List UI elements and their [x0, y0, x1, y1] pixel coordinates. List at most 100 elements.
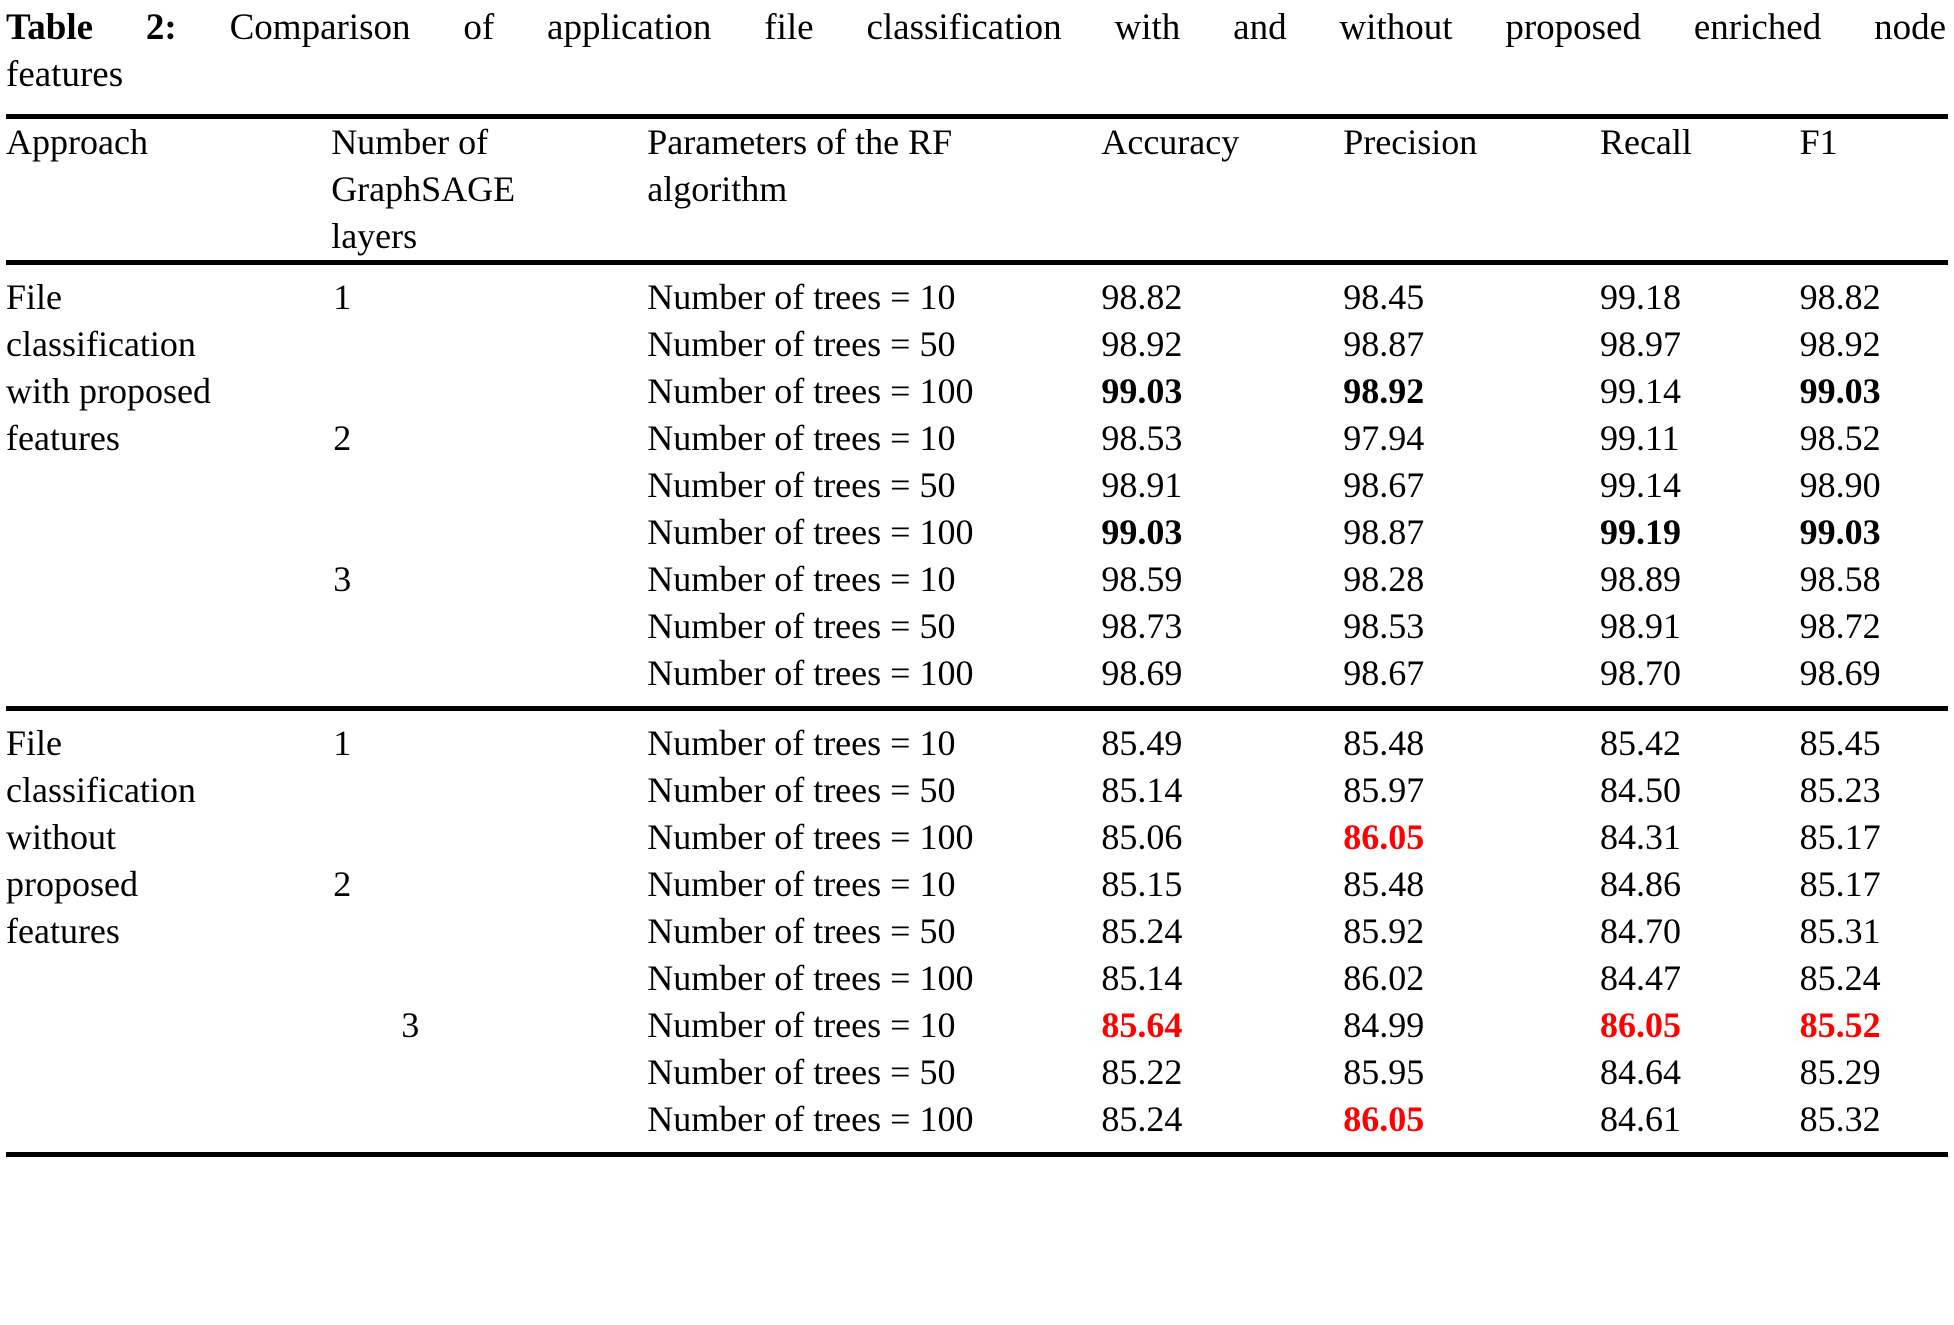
cell-accuracy: 99.03: [1101, 368, 1343, 415]
value-f1: 98.58: [1799, 559, 1881, 599]
cell-f1: 98.72: [1800, 603, 1948, 650]
value-recall: 99.14: [1599, 371, 1681, 411]
value-recall: 84.70: [1599, 911, 1681, 951]
cell-accuracy: 85.22: [1101, 1049, 1343, 1096]
value-f1: 85.24: [1799, 958, 1881, 998]
cell-graphsage-layers: [331, 814, 647, 861]
value-f1: 98.90: [1799, 465, 1881, 505]
value-f1: 85.29: [1799, 1052, 1881, 1092]
cell-accuracy: 98.53: [1101, 415, 1343, 462]
header-approach-label: Approach: [6, 122, 148, 162]
results-table-section-2: File 1 Number of trees = 10 85.49 85.48 85.42…: [6, 711, 1948, 1152]
cell-f1: 85.29: [1800, 1049, 1948, 1096]
table-row: Number of trees = 100 85.14 86.02 84.47 85.2…: [6, 955, 1948, 1002]
cell-recall: 98.91: [1600, 603, 1800, 650]
section-separator-rule: [6, 706, 1948, 711]
cell-f1: 85.45: [1800, 711, 1948, 767]
cell-accuracy: 85.24: [1101, 1096, 1343, 1152]
cell-precision: 98.67: [1343, 650, 1600, 706]
cell-graphsage-layers: [331, 603, 647, 650]
header-params-line-1: Parameters of the RF: [647, 122, 953, 162]
cell-rf-parameters: Number of trees = 10: [647, 277, 956, 317]
cell-rf-parameters: Number of trees = 50: [647, 770, 956, 810]
header-row: Approach Number of GraphSAGE layers Para…: [6, 119, 1948, 260]
cell-rf-parameters: Number of trees = 50: [647, 465, 956, 505]
value-f1: 98.92: [1799, 324, 1881, 364]
cell-recall: 99.14: [1600, 368, 1800, 415]
value-recall: 85.42: [1599, 723, 1681, 763]
value-precision: 84.99: [1343, 1005, 1425, 1045]
caption-line-1: Table 2: Comparison of application file …: [6, 4, 1946, 51]
header-layers-line-3: layers: [331, 216, 418, 256]
value-accuracy: 85.24: [1101, 1099, 1183, 1139]
table-row: classification Number of trees = 50 98.92 9…: [6, 321, 1948, 368]
value-accuracy: 85.14: [1101, 770, 1183, 810]
table-row: Number of trees = 100 98.69 98.67 98.70 98.6…: [6, 650, 1948, 706]
results-table-section-1: File 1 Number of trees = 10 98.82 98.45 99.18…: [6, 265, 1948, 706]
cell-approach: [6, 462, 331, 509]
value-f1: 99.03: [1799, 512, 1881, 552]
value-accuracy: 85.49: [1101, 723, 1183, 763]
cell-recall: 98.89: [1600, 556, 1800, 603]
value-f1: 85.31: [1799, 911, 1881, 951]
cell-graphsage-layers: [331, 955, 647, 1002]
cell-accuracy: 85.24: [1101, 908, 1343, 955]
cell-rf-parameters: Number of trees = 50: [647, 324, 956, 364]
value-accuracy: 99.03: [1101, 512, 1183, 552]
cell-graphsage-layers: [331, 1096, 647, 1152]
cell-accuracy: 85.15: [1101, 861, 1343, 908]
cell-precision: 98.87: [1343, 321, 1600, 368]
cell-rf-parameters: Number of trees = 100: [647, 1099, 974, 1139]
cell-recall: 99.18: [1600, 265, 1800, 321]
value-accuracy: 98.91: [1101, 465, 1183, 505]
cell-graphsage-layers: 1: [333, 723, 352, 763]
cell-recall: 84.70: [1600, 908, 1800, 955]
value-precision: 98.67: [1343, 465, 1425, 505]
cell-f1: 98.92: [1800, 321, 1948, 368]
cell-recall: 84.50: [1600, 767, 1800, 814]
table-row: features 2 Number of trees = 10 98.53 97.94 9…: [6, 415, 1948, 462]
value-accuracy: 85.64: [1101, 1005, 1183, 1045]
cell-recall: 84.47: [1600, 955, 1800, 1002]
cell-recall: 85.42: [1600, 711, 1800, 767]
value-f1: 98.52: [1799, 418, 1881, 458]
cell-f1: 98.69: [1800, 650, 1948, 706]
cell-recall: 99.11: [1600, 415, 1800, 462]
cell-rf-parameters: Number of trees = 100: [647, 817, 974, 857]
cell-graphsage-layers: [331, 908, 647, 955]
value-precision: 97.94: [1343, 418, 1425, 458]
cell-approach: [6, 509, 331, 556]
column-header-precision: Precision: [1343, 119, 1600, 260]
cell-approach: [6, 1049, 331, 1096]
cell-approach: [6, 650, 331, 706]
cell-precision: 98.92: [1343, 368, 1600, 415]
cell-approach: with proposed: [6, 371, 211, 411]
header-layers-line-2: GraphSAGE: [331, 169, 516, 209]
value-accuracy: 85.24: [1101, 911, 1183, 951]
table-row: without Number of trees = 100 85.06 86.05 84…: [6, 814, 1948, 861]
value-f1: 85.45: [1799, 723, 1881, 763]
caption-text-line-1: Comparison of application file classific…: [229, 7, 1946, 48]
cell-accuracy: 85.14: [1101, 767, 1343, 814]
table-row: File 1 Number of trees = 10 98.82 98.45 99.18…: [6, 265, 1948, 321]
cell-graphsage-layers: [331, 509, 647, 556]
value-accuracy: 85.22: [1101, 1052, 1183, 1092]
table-top-rule: [6, 114, 1948, 119]
cell-precision: 85.95: [1343, 1049, 1600, 1096]
cell-recall: 98.70: [1600, 650, 1800, 706]
cell-f1: 85.52: [1800, 1002, 1948, 1049]
cell-precision: 85.48: [1343, 861, 1600, 908]
cell-rf-parameters: Number of trees = 10: [647, 418, 956, 458]
cell-graphsage-layers: 2: [333, 864, 352, 904]
value-recall: 98.97: [1599, 324, 1681, 364]
value-precision: 85.95: [1343, 1052, 1425, 1092]
cell-f1: 98.90: [1800, 462, 1948, 509]
cell-approach: [6, 955, 331, 1002]
cell-precision: 86.05: [1343, 1096, 1600, 1152]
column-header-approach: Approach: [6, 119, 331, 260]
value-precision: 85.92: [1343, 911, 1425, 951]
table-row: features Number of trees = 50 85.24 85.92 84…: [6, 908, 1948, 955]
value-recall: 84.86: [1599, 864, 1681, 904]
cell-recall: 99.19: [1600, 509, 1800, 556]
value-f1: 85.23: [1799, 770, 1881, 810]
